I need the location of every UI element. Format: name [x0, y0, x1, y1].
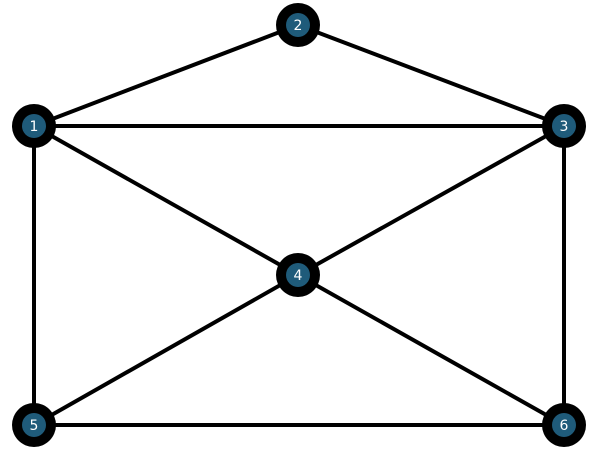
- nodes-layer: 1 2 3 4 5 6: [12, 3, 586, 447]
- node-5-fill: [22, 413, 46, 437]
- edge-1-4: [32, 124, 300, 277]
- edges-layer: [32, 23, 566, 427]
- node-1: 1: [12, 104, 56, 148]
- node-2-fill: [286, 13, 310, 37]
- edge-2-3: [296, 23, 566, 128]
- node-4-label: 4: [294, 268, 303, 284]
- node-4: 4: [276, 253, 320, 297]
- node-3-fill: [552, 114, 576, 138]
- edge-3-4: [296, 124, 566, 277]
- node-5-label: 5: [30, 418, 39, 434]
- node-6-fill: [552, 413, 576, 437]
- node-3-label: 3: [560, 119, 569, 135]
- node-1-fill: [22, 114, 46, 138]
- node-3: 3: [542, 104, 586, 148]
- node-4-fill: [286, 263, 310, 287]
- node-1-label: 1: [30, 119, 39, 135]
- node-2: 2: [276, 3, 320, 47]
- node-5: 5: [12, 403, 56, 447]
- edge-4-6: [296, 273, 566, 427]
- node-6-label: 6: [560, 418, 569, 434]
- node-2-label: 2: [294, 18, 303, 34]
- edge-4-5: [32, 273, 300, 427]
- node-6: 6: [542, 403, 586, 447]
- edge-1-2: [32, 23, 300, 128]
